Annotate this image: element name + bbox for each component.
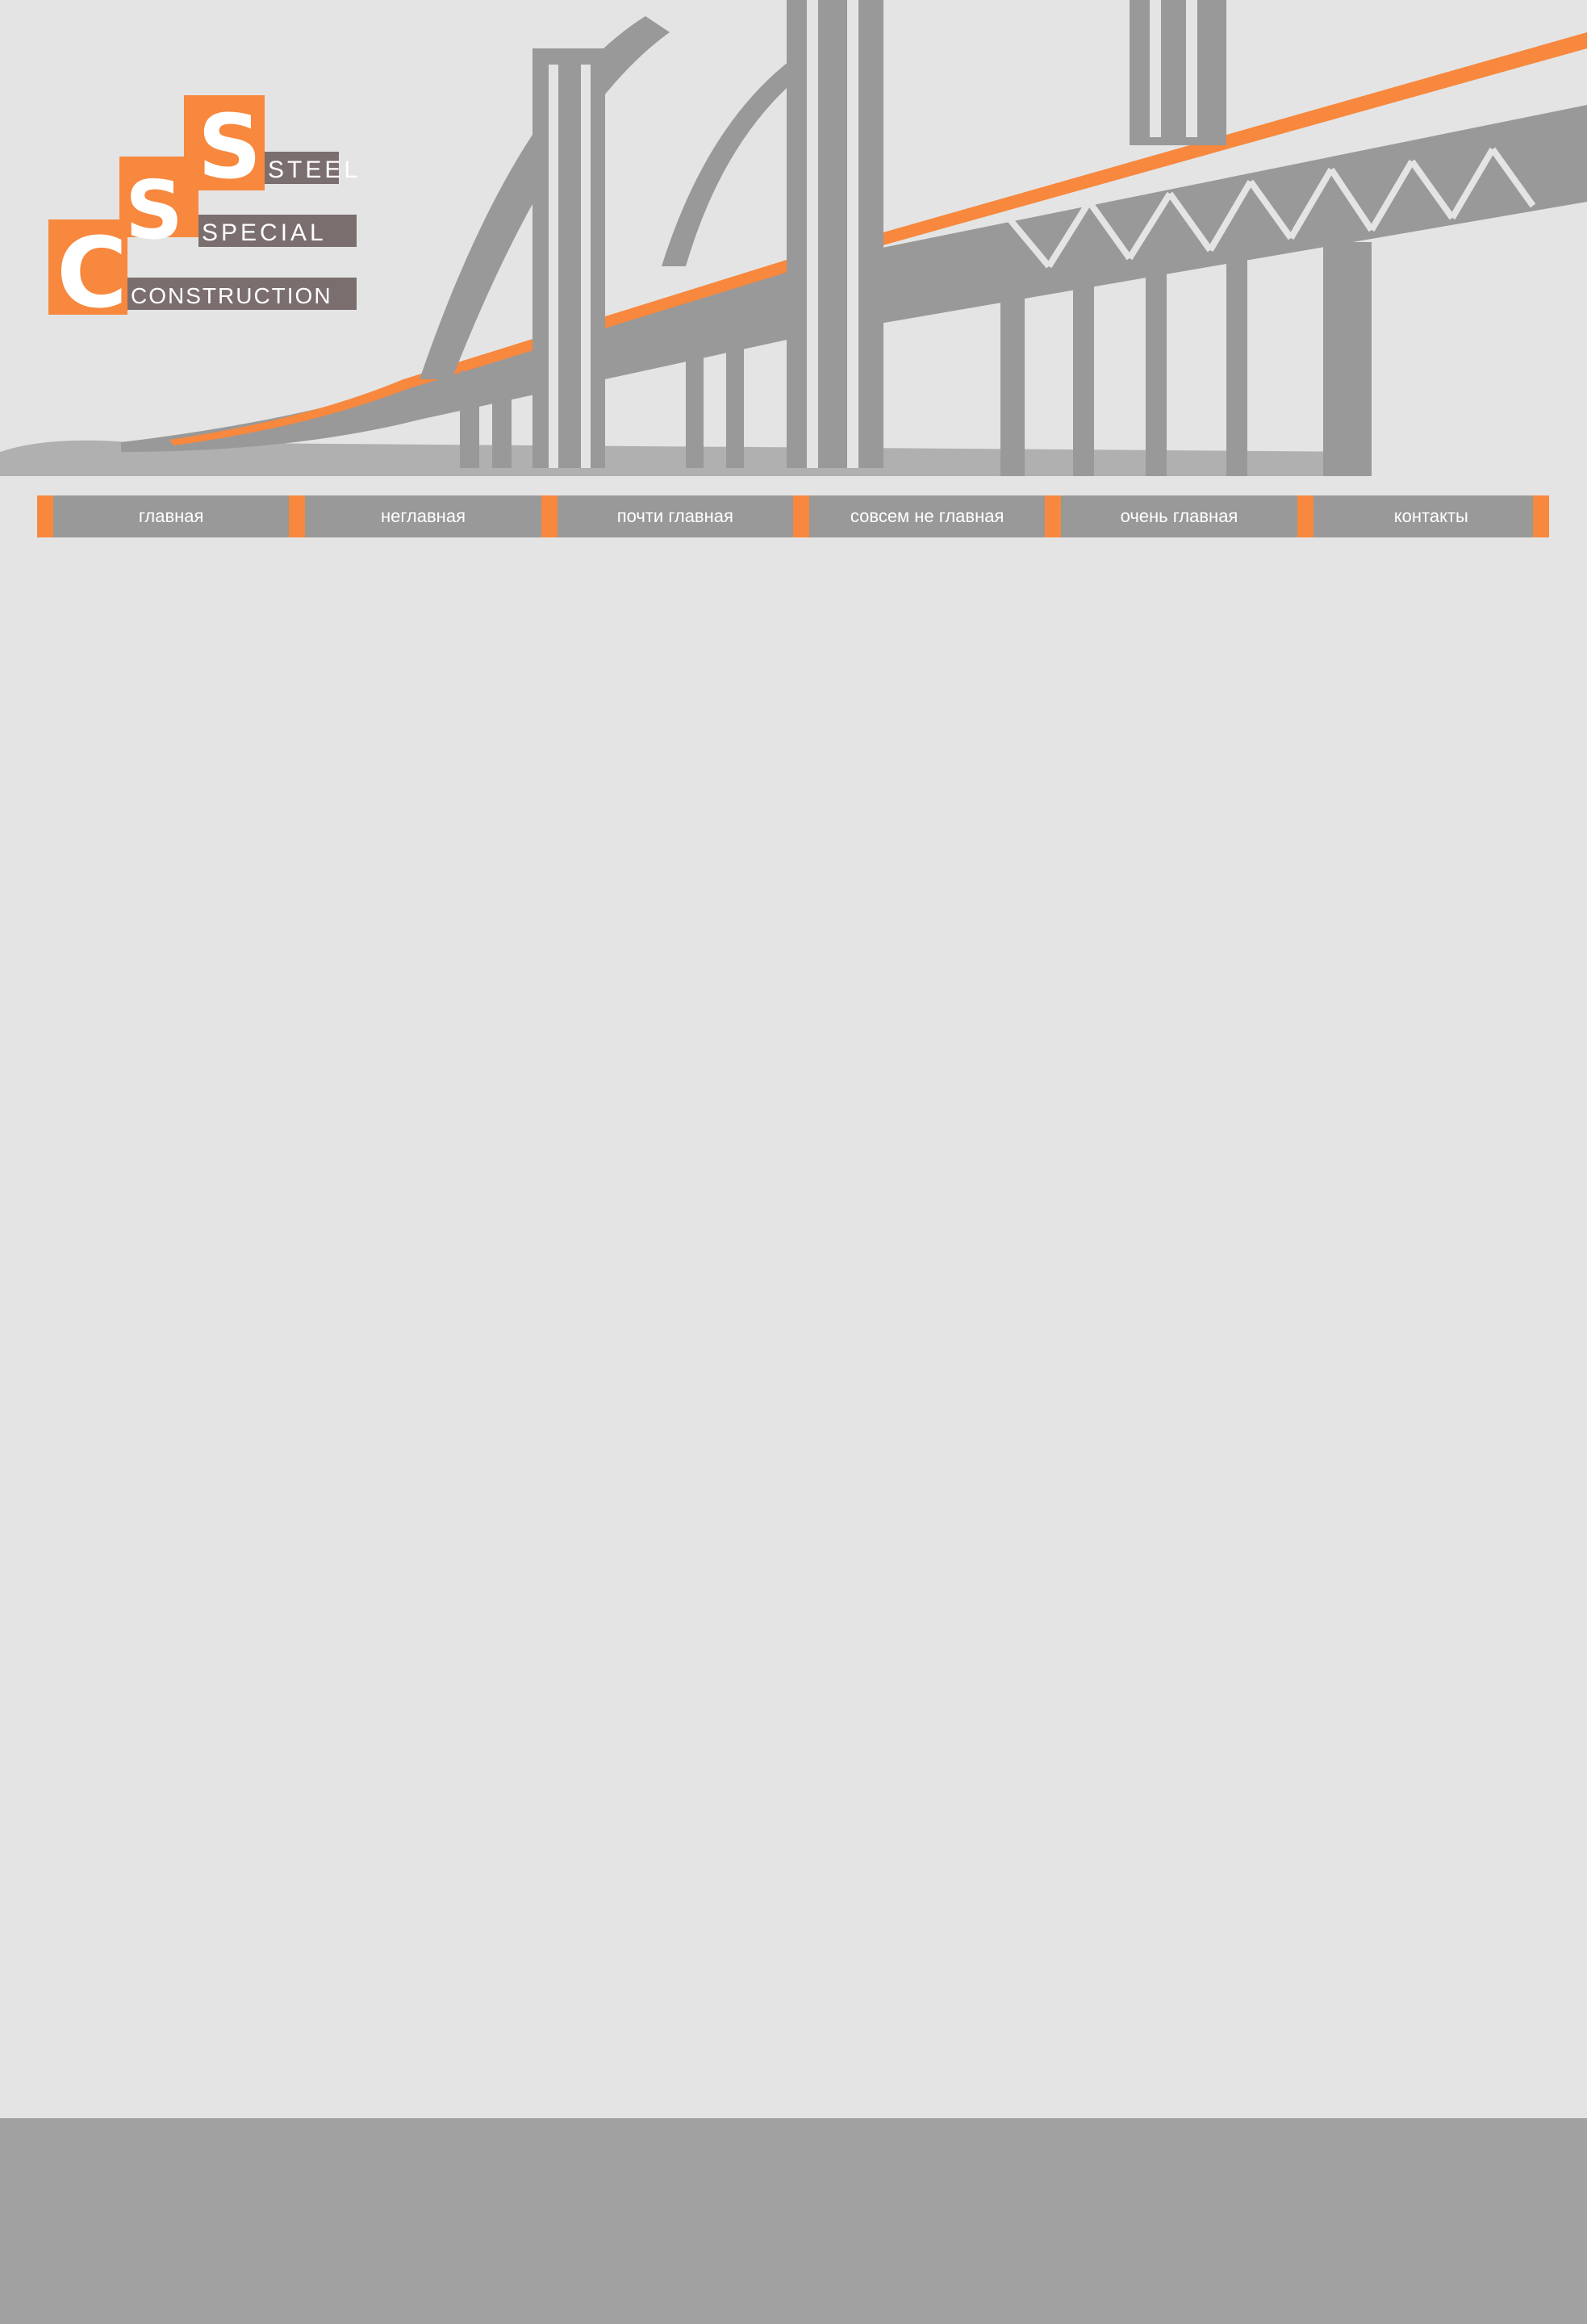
logo-letter-s2: S — [198, 95, 261, 199]
nav-separator — [289, 495, 306, 537]
logo[interactable]: C S S STEEL SPECIAL CONSTRUCTION — [48, 89, 363, 323]
logo-word-construction: CONSTRUCTION — [131, 283, 332, 308]
nav-item-neglavnaya[interactable]: неглавная — [289, 495, 541, 537]
logo-letter-c: C — [56, 218, 127, 323]
nav-separator — [1045, 495, 1062, 537]
main-content — [0, 549, 1587, 2118]
nav-item-label: совсем не главная — [850, 506, 1004, 526]
nav-separator — [792, 495, 809, 537]
header: C S S STEEL SPECIAL CONSTRUCTION — [0, 0, 1587, 484]
nav-separator — [1297, 495, 1313, 537]
nav-item-label: неглавная — [381, 506, 466, 526]
nav-separator — [541, 495, 558, 537]
nav-item-label: контакты — [1393, 506, 1468, 526]
nav-item-pochti-glavnaya[interactable]: почти главная — [541, 495, 793, 537]
nav-end-cap — [1533, 495, 1549, 537]
main-nav: главная неглавная почти главная совсем н… — [37, 495, 1549, 537]
nav-item-label: почти главная — [616, 506, 733, 526]
nav-item-kontakty[interactable]: контакты — [1297, 495, 1549, 537]
nav-item-sovsem-ne-glavnaya[interactable]: совсем не главная — [792, 495, 1045, 537]
logo-letter-s1: S — [125, 163, 183, 257]
nav-item-ochen-glavnaya[interactable]: очень главная — [1045, 495, 1297, 537]
bridge-illustration — [0, 0, 1587, 476]
nav-separator — [37, 495, 53, 537]
nav-item-label: очень главная — [1120, 506, 1238, 526]
nav-item-glavnaya[interactable]: главная — [37, 495, 289, 537]
logo-word-special: SPECIAL — [202, 219, 327, 246]
logo-word-steel: STEEL — [268, 157, 361, 183]
footer — [0, 2118, 1587, 2324]
nav-item-label: главная — [138, 506, 204, 526]
